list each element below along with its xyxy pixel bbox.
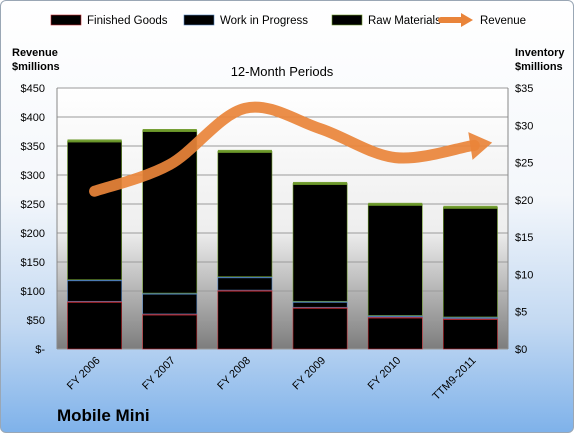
revenue-line [89,101,493,197]
x-tick-label: FY 2010 [366,355,404,393]
bar-raw-materials [367,204,423,316]
left-tick-label: $350 [21,141,45,153]
left-axis-title-line1: Revenue [12,47,58,59]
bar-cap-raw-materials [293,181,348,185]
x-tick-label: TTM9-2011 [430,355,478,403]
revenue-arrowhead [468,132,493,160]
left-tick-label: $450 [21,83,45,95]
left-tick-label: $100 [21,286,45,298]
revenue-line-path [89,101,480,197]
x-axis-ticks: FY 2006 FY 2007 FY 2008 FY 2009 FY 2010 TTM9-… [65,355,479,403]
right-axis-ticks: $0 $5 $10 $15 $20 $25 $30 $35 [515,83,533,356]
bar-cap-raw-materials [67,139,122,143]
left-tick-label: $300 [21,170,45,182]
bar-finished-goods [142,313,198,350]
right-tick-label: $5 [515,307,527,319]
company-name: Mobile Mini [57,406,150,425]
bar-work-in-progress [142,292,198,315]
plot-area [57,88,508,349]
legend: Finished Goods Work in Progress Raw Materi… [50,13,526,27]
gridlines [56,87,509,350]
bar-cap-raw-materials [217,149,272,153]
bar-finished-goods [292,306,348,350]
x-tick-label: FY 2007 [140,355,178,393]
chart-title: 12-Month Periods [231,64,334,79]
left-axis-title-line2: $millions [12,61,60,73]
bar-work-in-progress [67,279,122,302]
legend-arrow-revenue [461,13,473,27]
bar-cap-raw-materials [368,202,423,206]
bar-raw-materials [67,140,122,280]
right-tick-label: $15 [515,232,533,244]
bar-cap-raw-materials [443,205,498,209]
legend-label-revenue: Revenue [480,15,526,27]
x-tick-label: FY 2006 [65,355,103,393]
left-tick-label: $250 [21,199,45,211]
bar-finished-goods [367,316,423,350]
right-tick-label: $0 [515,344,527,356]
left-tick-label: $150 [21,257,45,269]
bar-cap-raw-materials [142,129,197,133]
bars [67,129,498,350]
legend-swatch-work-in-progress [183,14,215,26]
legend-label-raw-materials: Raw Materials [368,15,441,27]
bar-raw-materials [443,207,498,318]
x-tick-label: FY 2009 [290,355,328,393]
bar-finished-goods [217,289,273,350]
legend-swatch-finished-goods [50,14,82,26]
bar-raw-materials [217,151,273,277]
legend-label-work-in-progress: Work in Progress [220,15,308,27]
left-tick-label: $400 [21,112,45,124]
right-tick-label: $30 [515,120,533,132]
bar-work-in-progress [217,276,273,291]
right-axis-title-line2: $millions [515,61,563,73]
right-axis-title-line1: Inventory [515,47,565,59]
bar-finished-goods [67,300,122,350]
right-tick-label: $25 [515,158,533,170]
bar-raw-materials [292,183,348,302]
left-tick-label: $50 [27,315,45,327]
left-tick-label: $- [35,344,45,356]
left-axis-ticks: $- $50 $100 $150 $200 $250 $300 $350 $400 $450 [21,83,46,356]
legend-swatch-raw-materials [331,14,363,26]
bar-finished-goods [443,318,498,350]
right-tick-label: $10 [515,269,533,281]
left-tick-label: $200 [21,228,45,240]
legend-label-finished-goods: Finished Goods [87,15,168,27]
right-tick-label: $35 [515,83,533,95]
x-tick-label: FY 2008 [215,355,253,393]
right-tick-label: $20 [515,195,533,207]
